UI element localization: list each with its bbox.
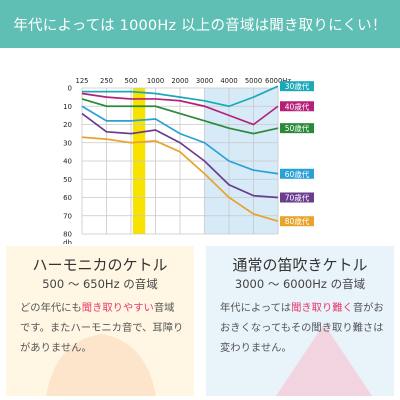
y-tick-label: 30 bbox=[63, 139, 72, 147]
header-banner: 年代によっては 1000Hz 以上の音域は聞き取りにくい！ bbox=[0, 0, 400, 48]
whistle-body-highlight: 聞き取り難く bbox=[291, 302, 353, 314]
y-axis-unit: db bbox=[63, 239, 72, 244]
y-tick-label: 10 bbox=[63, 103, 72, 111]
series-line bbox=[81, 92, 279, 126]
x-tick-label: 2000 bbox=[171, 77, 188, 85]
x-tick-label: 6000Hz bbox=[265, 77, 291, 85]
y-tick-label: 40 bbox=[63, 158, 72, 166]
series-label: 70歳代 bbox=[285, 193, 310, 203]
whistle-panel-title: 通常の笛吹きケトル bbox=[232, 256, 368, 274]
series-line bbox=[81, 105, 279, 175]
series-line bbox=[81, 136, 279, 223]
whistle-panel-body: 年代によっては聞き取り難く音がおおきくなってもその聞き取り難さは変わりません。 bbox=[220, 298, 384, 358]
x-tick-label: 5000 bbox=[245, 77, 262, 85]
harmonica-range-label: 500 〜 650Hz の音域 bbox=[42, 277, 158, 291]
harmonica-body-post: 音域です。またハーモニカ音で、耳障りがありません。 bbox=[20, 302, 184, 354]
banner-title: 年代によっては 1000Hz 以上の音域は聞き取りにくい！ bbox=[13, 17, 387, 34]
series-label-box bbox=[280, 192, 314, 203]
x-tick-label: 500 bbox=[125, 77, 138, 85]
series-label: 80歳代 bbox=[285, 216, 310, 226]
series-label-box bbox=[280, 81, 314, 92]
series-label-box bbox=[280, 101, 314, 112]
y-tick-label: 80 bbox=[63, 231, 72, 239]
y-tick-label: 70 bbox=[63, 212, 72, 220]
series-label-box bbox=[280, 123, 314, 134]
x-tick-label: 1000 bbox=[147, 77, 164, 85]
x-tick-label: 250 bbox=[100, 77, 113, 85]
y-tick-label: 50 bbox=[63, 176, 72, 184]
whistle-shape-icon bbox=[276, 324, 372, 396]
x-tick-label: 125 bbox=[76, 77, 89, 85]
x-tick-label: 4000 bbox=[220, 77, 237, 85]
series-line bbox=[82, 85, 279, 108]
harmonica-panel-title: ハーモニカのケトル bbox=[32, 256, 168, 274]
y-tick-label: 60 bbox=[63, 194, 72, 202]
y-tick-label: 0 bbox=[68, 85, 72, 93]
series-line bbox=[81, 112, 279, 199]
series-label-box bbox=[280, 168, 314, 179]
whistle-body-pre: 年代によっては bbox=[220, 302, 292, 314]
harmonica-shape-icon bbox=[46, 334, 156, 396]
y-tick-label: 20 bbox=[63, 121, 72, 129]
harmonica-body-pre: どの年代にも bbox=[20, 302, 82, 314]
hearing-chart: 125 250 500 1000 2000 3000 4000 5000 6000Hz 0 10 20… bbox=[0, 62, 400, 244]
series-label: 30歳代 bbox=[285, 81, 310, 91]
hearing-chart-svg: 125 250 500 1000 2000 3000 4000 5000 6000Hz 0 10 20… bbox=[63, 77, 314, 244]
series-line bbox=[81, 98, 279, 135]
harmonica-panel-body: どの年代にも聞き取りやすい音域です。またハーモニカ音で、耳障りがありません。 bbox=[20, 298, 184, 358]
harmonica-kettle-panel: ハーモニカのケトル 500 〜 650Hz の音域 どの年代にも聞き取りやすい音… bbox=[6, 246, 194, 396]
series-label: 60歳代 bbox=[285, 169, 310, 179]
harmonica-body-highlight: 聞き取りやすい bbox=[81, 302, 154, 314]
x-tick-label: 3000 bbox=[196, 77, 213, 85]
whistling-kettle-panel: 通常の笛吹きケトル 3000 〜 6000Hz の音域 年代によっては聞き取り難… bbox=[206, 246, 394, 396]
series-label: 40歳代 bbox=[285, 101, 310, 111]
series-label: 50歳代 bbox=[285, 123, 310, 133]
whistle-range-label: 3000 〜 6000Hz の音域 bbox=[234, 277, 366, 291]
series-label-box bbox=[280, 216, 314, 227]
whistle-body-post: 音がおおきくなってもその聞き取り難さは変わりません。 bbox=[220, 302, 384, 354]
